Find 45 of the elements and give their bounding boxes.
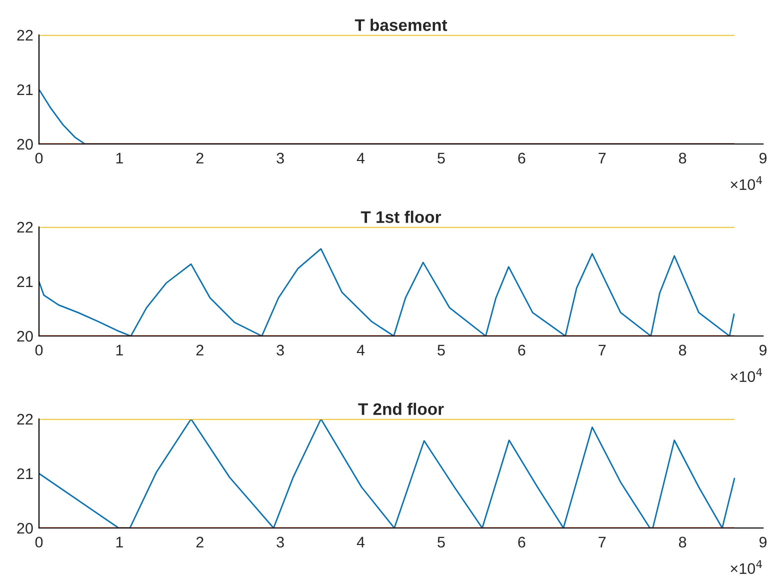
chart-title: T basement bbox=[354, 18, 448, 31]
y-tick-label: 20 bbox=[17, 138, 33, 150]
x-tick-label: 5 bbox=[438, 344, 445, 356]
y-tick-label: 20 bbox=[17, 330, 33, 342]
x-tick-label: 8 bbox=[678, 536, 686, 548]
x-tick-label: 7 bbox=[598, 536, 606, 548]
x-tick-label: 4 bbox=[356, 344, 365, 356]
x-tick-label: 9 bbox=[759, 536, 767, 548]
x-tick-label: 9 bbox=[759, 152, 767, 164]
x-tick-label: 0 bbox=[35, 152, 43, 164]
x-tick-label: 4 bbox=[356, 536, 365, 548]
y-tick-label: 21 bbox=[17, 84, 33, 96]
text: ×10$^{4}$ bbox=[730, 176, 762, 190]
x-tick-label: 7 bbox=[598, 344, 606, 356]
x-tick-label: 6 bbox=[518, 536, 526, 548]
text: ×10$^{4}$ bbox=[730, 560, 762, 574]
chart-title: T 2nd floor bbox=[358, 402, 444, 415]
chart-title: T 1st floor bbox=[360, 210, 442, 223]
x-tick-label: 6 bbox=[518, 344, 526, 356]
x-tick-label: 3 bbox=[276, 536, 284, 548]
x-tick-label: 5 bbox=[438, 536, 445, 548]
x-tick-label: 9 bbox=[759, 344, 767, 356]
x-tick-label: 1 bbox=[116, 152, 123, 164]
x-tick-label: 6 bbox=[518, 152, 526, 164]
y-tick-label: 21 bbox=[17, 468, 33, 480]
x-tick-label: 1 bbox=[116, 536, 123, 548]
x-tick-label: 2 bbox=[196, 152, 204, 164]
x-tick-label: 3 bbox=[276, 152, 284, 164]
x-tick-label: 2 bbox=[196, 536, 204, 548]
y-tick-label: 20 bbox=[17, 522, 33, 534]
text: ×10$^{4}$ bbox=[730, 368, 762, 382]
x-tick-label: 8 bbox=[678, 152, 686, 164]
y-tick-label: 22 bbox=[17, 30, 33, 41]
x-tick-label: 7 bbox=[598, 152, 606, 164]
y-tick-label: 22 bbox=[17, 222, 33, 233]
y-tick-label: 22 bbox=[17, 414, 33, 425]
x-tick-label: 2 bbox=[196, 344, 204, 356]
x-tick-label: 1 bbox=[116, 344, 123, 356]
x-tick-label: 0 bbox=[35, 344, 43, 356]
x-tick-label: 8 bbox=[678, 344, 686, 356]
x-tick-label: 5 bbox=[438, 152, 445, 164]
x-tick-label: 0 bbox=[35, 536, 43, 548]
x-tick-label: 4 bbox=[356, 152, 365, 164]
y-tick-label: 21 bbox=[17, 276, 33, 288]
x-tick-label: 3 bbox=[276, 344, 284, 356]
